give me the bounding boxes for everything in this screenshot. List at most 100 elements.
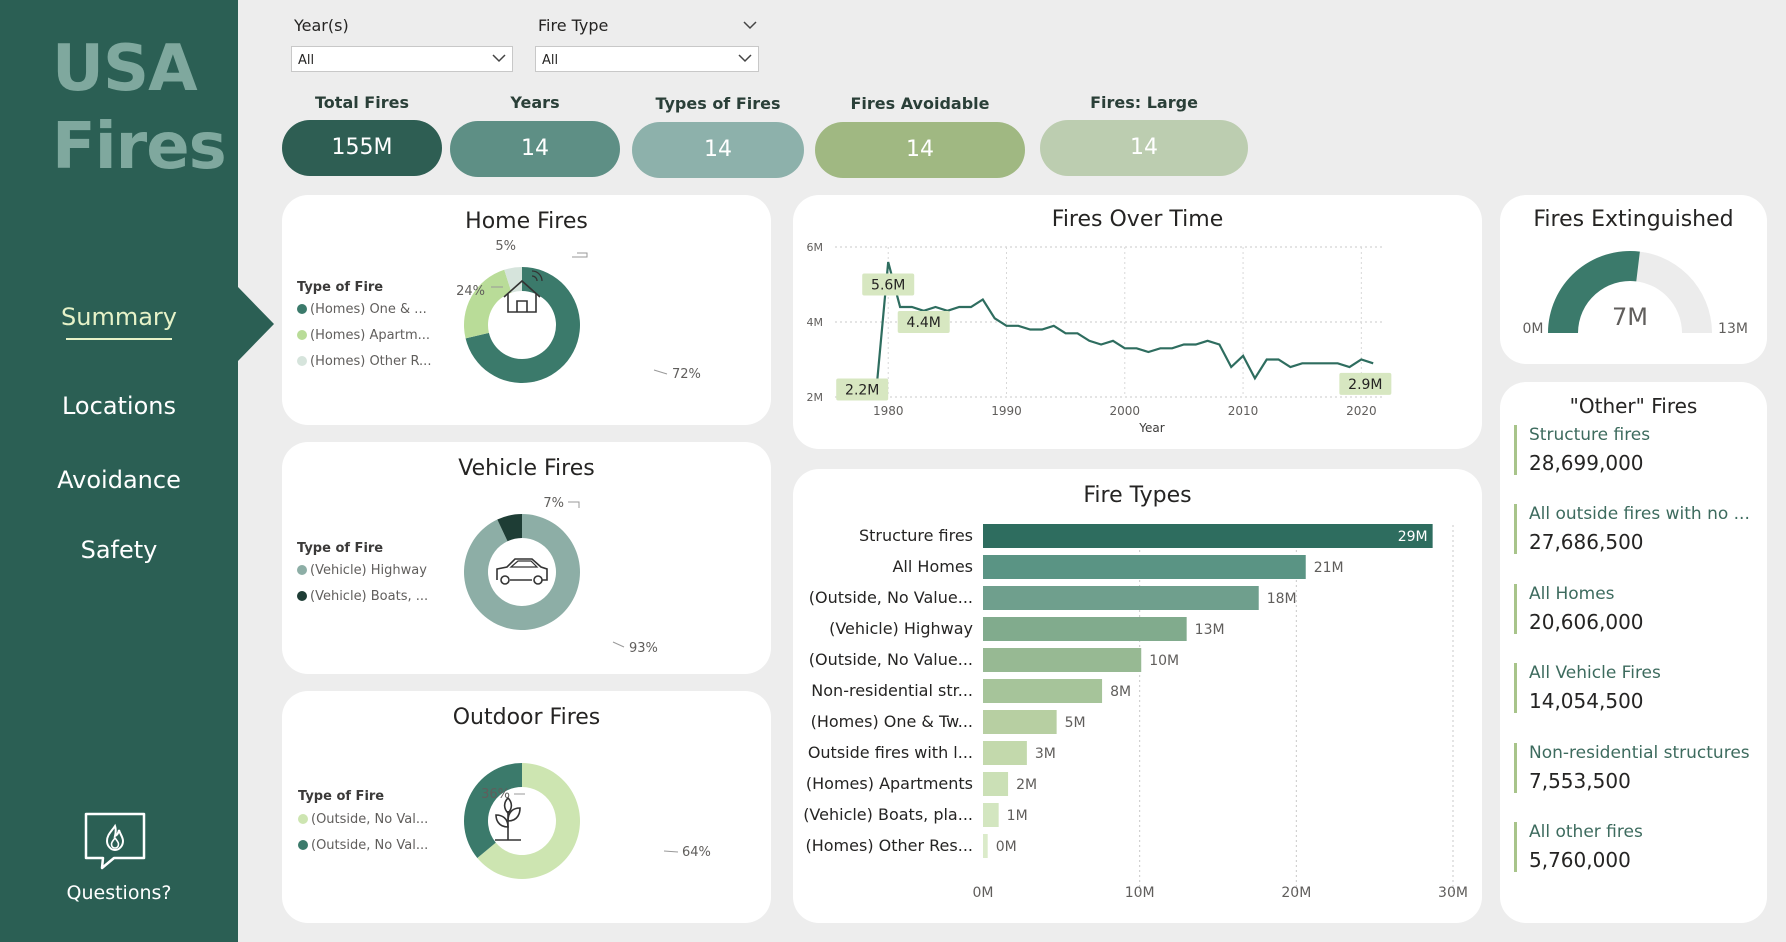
legend-dot [297, 565, 307, 575]
nav-avoidance[interactable]: Avoidance [57, 466, 181, 494]
bar[interactable] [983, 834, 988, 858]
fires-extinguished-card: Fires Extinguished 7M 0M 13M [1500, 195, 1767, 364]
bar[interactable] [983, 803, 999, 827]
kpi-large-value: 14 [1040, 120, 1248, 176]
other-fires-name: All Homes [1529, 584, 1615, 604]
outdoor-fires-donut: 36% 64% [463, 763, 711, 879]
category-label: (Homes) One & Tw... [811, 712, 973, 731]
vehicle-fires-title: Vehicle Fires [458, 456, 595, 481]
other-fires-value: 14,054,500 [1529, 689, 1644, 713]
pie-slice [464, 269, 512, 339]
data-label-bg [862, 273, 915, 296]
pie-slice [463, 763, 522, 858]
bar[interactable] [983, 555, 1306, 579]
legend-dot [297, 330, 307, 340]
x-tick-label: 20M [1281, 885, 1311, 901]
fire-types-title: Fire Types [1083, 483, 1192, 508]
pie-slice [497, 514, 522, 542]
year-select[interactable]: All [291, 46, 513, 72]
logo-line-2: Fires [52, 110, 227, 184]
outdoor-fires-card: Outdoor Fires Type of Fire (Outside, No … [282, 691, 771, 923]
gauge-max-label: 13M [1718, 321, 1748, 337]
fires-over-time-card: Fires Over Time 2M 4M 6M 1980 1990 2000 2010 20… [793, 195, 1482, 449]
data-label-bg [897, 311, 950, 333]
chevron-down-icon [738, 54, 752, 63]
other-fires-value: 28,699,000 [1529, 451, 1644, 475]
bar[interactable] [983, 679, 1103, 703]
questions-label[interactable]: Questions? [66, 882, 172, 904]
category-label: Structure fires [859, 526, 973, 545]
pie-label: 64% [682, 845, 711, 860]
other-fires-card: "Other" Fires Structure fires 28,699,000… [1500, 382, 1767, 923]
questions-chat-fire-icon[interactable] [84, 812, 146, 874]
home-fires-card: Home Fires Type of Fire (Homes) One & ..… [282, 195, 771, 425]
nav-summary[interactable]: Summary [61, 303, 177, 331]
other-fires-name: All outside fires with no ... [1529, 504, 1750, 524]
fires-extinguished-gauge: 7M 0M 13M [1523, 251, 1748, 337]
pie-slice [477, 763, 580, 879]
bar[interactable] [983, 617, 1187, 641]
y-tick-label: 6M [807, 241, 824, 254]
legend-item[interactable]: (Vehicle) Highway [297, 563, 427, 578]
other-fires-item: All other fires 5,760,000 [1514, 822, 1643, 872]
bar[interactable] [983, 586, 1259, 610]
x-tick-label: 0M [973, 885, 994, 901]
data-label: 21M [1314, 560, 1344, 576]
fire-types-card: Fire Types 0M 10M 20M 30M Structure fires 29… [793, 469, 1482, 923]
category-label: (Outside, No Value... [809, 588, 973, 607]
x-tick-label: 2000 [1110, 404, 1141, 418]
category-label: Non-residential str... [811, 681, 973, 700]
pie-label: 72% [672, 367, 701, 382]
gauge-fill [1548, 251, 1640, 333]
kpi-types-title: Types of Fires [655, 94, 781, 113]
home-legend-title: Type of Fire [297, 280, 384, 295]
data-label: 2M [1016, 777, 1037, 793]
data-label: 2.9M [1348, 377, 1382, 393]
fire-type-expand-chevron-icon[interactable] [743, 21, 757, 30]
legend-item[interactable]: (Vehicle) Boats, ... [297, 589, 428, 604]
x-tick-label: 10M [1125, 885, 1155, 901]
fire-type-select-value: All [542, 53, 559, 68]
legend-item[interactable]: (Homes) One & ... [297, 302, 427, 317]
bar[interactable] [983, 772, 1009, 796]
data-label: 5M [1065, 715, 1086, 731]
kpi-total-fires-value: 155M [282, 120, 442, 176]
data-label: 2.2M [845, 383, 879, 399]
vehicle-fires-donut: 7% 93% [463, 496, 658, 656]
kpi-total-fires-title: Total Fires [315, 93, 409, 112]
nav-locations[interactable]: Locations [61, 392, 176, 420]
home-fires-donut: 5% 24% 72% [456, 239, 701, 383]
pie-label: 7% [543, 496, 564, 511]
vehicle-legend-title: Type of Fire [297, 541, 384, 556]
data-label: 4.4M [907, 315, 941, 331]
legend-item[interactable]: (Outside, No Val... [298, 838, 428, 853]
bar[interactable] [983, 524, 1433, 548]
kpi-types-value: 14 [632, 122, 804, 178]
bar[interactable] [983, 648, 1142, 672]
fire-type-filter-label: Fire Type [538, 16, 609, 35]
legend-label: (Homes) Other R... [310, 354, 432, 369]
data-label: 1M [1007, 808, 1028, 824]
legend-item[interactable]: (Homes) Other R... [297, 354, 431, 369]
x-tick-label: 1980 [873, 404, 904, 418]
legend-item[interactable]: (Outside, No Val... [298, 812, 428, 827]
vehicle-fires-card: Vehicle Fires Type of Fire (Vehicle) Hig… [282, 442, 771, 674]
other-fires-item: Non-residential structures 7,553,500 [1514, 743, 1750, 793]
x-tick-label: 30M [1438, 885, 1468, 901]
legend-label: (Homes) Apartm... [310, 328, 431, 343]
fire-type-select[interactable]: All [535, 46, 759, 72]
category-label: (Vehicle) Boats, pla... [803, 805, 973, 824]
house-icon [503, 270, 543, 313]
nav-safety[interactable]: Safety [80, 536, 158, 564]
pie-slice [463, 514, 580, 630]
outdoor-legend-title: Type of Fire [298, 789, 385, 804]
category-label: (Homes) Apartments [806, 774, 973, 793]
legend-item[interactable]: (Homes) Apartm... [297, 328, 430, 343]
bar[interactable] [983, 710, 1057, 734]
fires-extinguished-title: Fires Extinguished [1533, 207, 1734, 232]
other-fires-value: 7,553,500 [1529, 769, 1631, 793]
nav-active-arrow [238, 287, 274, 361]
bar[interactable] [983, 741, 1027, 765]
other-fires-name: All Vehicle Fires [1529, 663, 1661, 683]
other-fires-name: Structure fires [1529, 425, 1651, 445]
